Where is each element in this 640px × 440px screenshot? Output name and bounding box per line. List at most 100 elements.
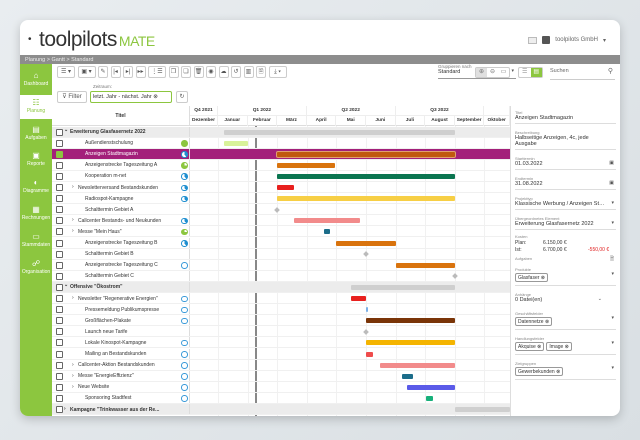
group-by-select[interactable]: Gruppieren nach Standard ▾: [438, 64, 516, 79]
table-row[interactable]: Sponsoring Stadtfest: [52, 392, 510, 404]
row-checkbox[interactable]: [56, 195, 63, 203]
zeitraum-select[interactable]: letzt. Jahr - nächst. Jahr ⊗: [90, 91, 172, 103]
summary-bar[interactable]: [454, 407, 510, 412]
group-row[interactable]: ⌄ Erweiterung Glasfasernetz 2022: [52, 126, 510, 138]
table-row[interactable]: Großflächen-Plakate: [52, 315, 510, 327]
history-button[interactable]: ↺: [231, 66, 241, 78]
products-field[interactable]: Produkte Glasfaser ⊗ ▾: [515, 265, 616, 286]
table-row[interactable]: Mailing an Bestandskunden: [52, 348, 510, 360]
zoom-out-icon[interactable]: ⊖: [489, 69, 496, 75]
task-bar[interactable]: [277, 185, 295, 190]
list-view-icon[interactable]: ☰: [522, 69, 528, 75]
row-checkbox[interactable]: [56, 306, 63, 314]
task-bar[interactable]: [276, 150, 456, 158]
row-checkbox[interactable]: [56, 184, 63, 191]
milestone-icon[interactable]: [274, 206, 281, 213]
cloud-button[interactable]: ☁: [218, 66, 229, 78]
sidebar-item-reporte[interactable]: ▣ Reporte: [20, 148, 52, 172]
task-bar[interactable]: [323, 229, 331, 235]
clear-icon[interactable]: ⊗: [153, 94, 158, 100]
task-bar[interactable]: [277, 162, 336, 168]
table-row[interactable]: Schalttermin Gebiet A: [52, 204, 510, 216]
sidebar-item-stammdaten[interactable]: ▭ Stammdaten: [20, 229, 52, 253]
sidebar-item-organisation[interactable]: ☍ Organisation: [20, 256, 52, 280]
search-input[interactable]: Suchen ⚲: [550, 68, 615, 80]
task-bar[interactable]: [277, 173, 455, 179]
task-bar[interactable]: [223, 140, 248, 146]
table-row[interactable]: Launch neue Tarife: [52, 326, 510, 338]
chevron-right-icon[interactable]: ›: [72, 217, 74, 224]
table-row[interactable]: Anzeigen Stadtmagazin: [52, 148, 510, 160]
task-bar[interactable]: [407, 384, 455, 390]
task-bar[interactable]: [395, 262, 455, 268]
chip[interactable]: Gewerbekunden ⊗: [515, 367, 564, 376]
edit-button[interactable]: ✎: [98, 66, 108, 78]
milestone-icon[interactable]: [451, 273, 458, 280]
preview-button[interactable]: ◉: [206, 66, 216, 78]
row-checkbox[interactable]: [56, 406, 63, 413]
table-button[interactable]: ▥: [243, 66, 254, 78]
chip[interactable]: Akquise ⊗: [515, 342, 545, 351]
row-checkbox[interactable]: [56, 339, 63, 347]
table-row[interactable]: Anzeigenstrecke Tageszeitung A: [52, 159, 510, 171]
table-row[interactable]: Außendienstschulung: [52, 137, 510, 149]
table-row[interactable]: Anzeigenstrecke Tageszeitung C: [52, 259, 510, 271]
task-bar[interactable]: [294, 218, 361, 224]
table-row[interactable]: Anzeigenstrecke Tageszeitung B: [52, 237, 510, 249]
table-row[interactable]: › Newsletter "Regenerative Energien": [52, 293, 510, 305]
search-icon[interactable]: ⚲: [607, 68, 613, 75]
chip[interactable]: Image ⊗: [546, 342, 572, 351]
table-row[interactable]: Pressemeldung Publikumspresse: [52, 304, 510, 316]
task-bar[interactable]: [336, 240, 396, 246]
chevron-right-icon[interactable]: ›: [72, 383, 74, 390]
sidebar-item-dashboard[interactable]: ⌂ Dashboard: [20, 68, 52, 92]
zoom-in-icon[interactable]: ⊕: [476, 68, 487, 77]
chevron-right-icon[interactable]: ›: [72, 295, 74, 301]
gantt-view-icon[interactable]: ▤: [530, 68, 542, 77]
table-row[interactable]: Radiospot-Kampagne: [52, 193, 510, 205]
chevron-right-icon[interactable]: ›: [72, 361, 74, 368]
chevron-right-icon[interactable]: ›: [72, 184, 74, 190]
row-checkbox[interactable]: [56, 328, 63, 336]
task-bar[interactable]: [366, 318, 455, 324]
row-checkbox[interactable]: [56, 139, 63, 147]
title-field[interactable]: Titel Anzeigen Stadtmagazin: [515, 108, 616, 124]
table-row[interactable]: › Newsletterversand Bestandskunden: [52, 182, 510, 194]
action-fields-field[interactable]: Handlungsfelder Akquise ⊗ Image ⊗ ▾: [515, 334, 616, 355]
group-row[interactable]: ⌄ Offensive "Ökostrom": [52, 281, 510, 293]
task-bar[interactable]: [379, 362, 455, 368]
duplicate-button[interactable]: ❏: [181, 66, 191, 78]
table-row[interactable]: › Callcenter Bestands- und Neukunden: [52, 215, 510, 227]
row-checkbox[interactable]: [56, 350, 63, 358]
row-checkbox[interactable]: [56, 161, 63, 169]
task-bar[interactable]: [402, 373, 413, 379]
parent-element-select[interactable]: Übergeordnetes Element Erweiterung Glasfa…: [515, 214, 616, 230]
row-checkbox[interactable]: [56, 239, 63, 247]
columns-button[interactable]: ⋮☰ ▾: [148, 66, 166, 78]
start-date-field[interactable]: Starttermin 01.03.2022 ▣: [515, 154, 616, 170]
add-button[interactable]: ▣ ▾: [77, 66, 96, 78]
calendar-icon[interactable]: ▣: [609, 160, 614, 166]
row-checkbox[interactable]: [56, 317, 63, 325]
row-checkbox[interactable]: [56, 261, 63, 269]
row-checkbox[interactable]: [56, 250, 63, 258]
attachments-field[interactable]: Anhänge 0 Datei(en) ⌄: [515, 290, 616, 305]
task-bar[interactable]: [366, 307, 368, 313]
task-bar[interactable]: [366, 351, 373, 357]
mail-icon[interactable]: [528, 36, 538, 44]
row-checkbox[interactable]: [56, 283, 63, 291]
calendar-icon[interactable]: ▣: [609, 180, 614, 186]
business-fields-field[interactable]: Geschäftsfelder Datennetze ⊗ ▾: [515, 309, 616, 330]
filter-button[interactable]: ⊽ Filter: [57, 91, 87, 103]
refresh-button[interactable]: ↻: [176, 91, 188, 103]
row-checkbox[interactable]: [56, 128, 63, 136]
task-bar[interactable]: [350, 296, 366, 301]
document-button[interactable]: 🗎: [256, 66, 266, 78]
delete-button[interactable]: 🗑: [193, 66, 204, 78]
task-bar[interactable]: [366, 340, 455, 346]
chevron-right-icon[interactable]: ›: [64, 406, 66, 412]
forward-button[interactable]: ▸▸: [135, 66, 146, 78]
table-row[interactable]: › Messe "EnergieEffizienz": [52, 370, 510, 382]
task-bar[interactable]: [277, 196, 455, 202]
table-row[interactable]: › Neue Website: [52, 381, 510, 393]
